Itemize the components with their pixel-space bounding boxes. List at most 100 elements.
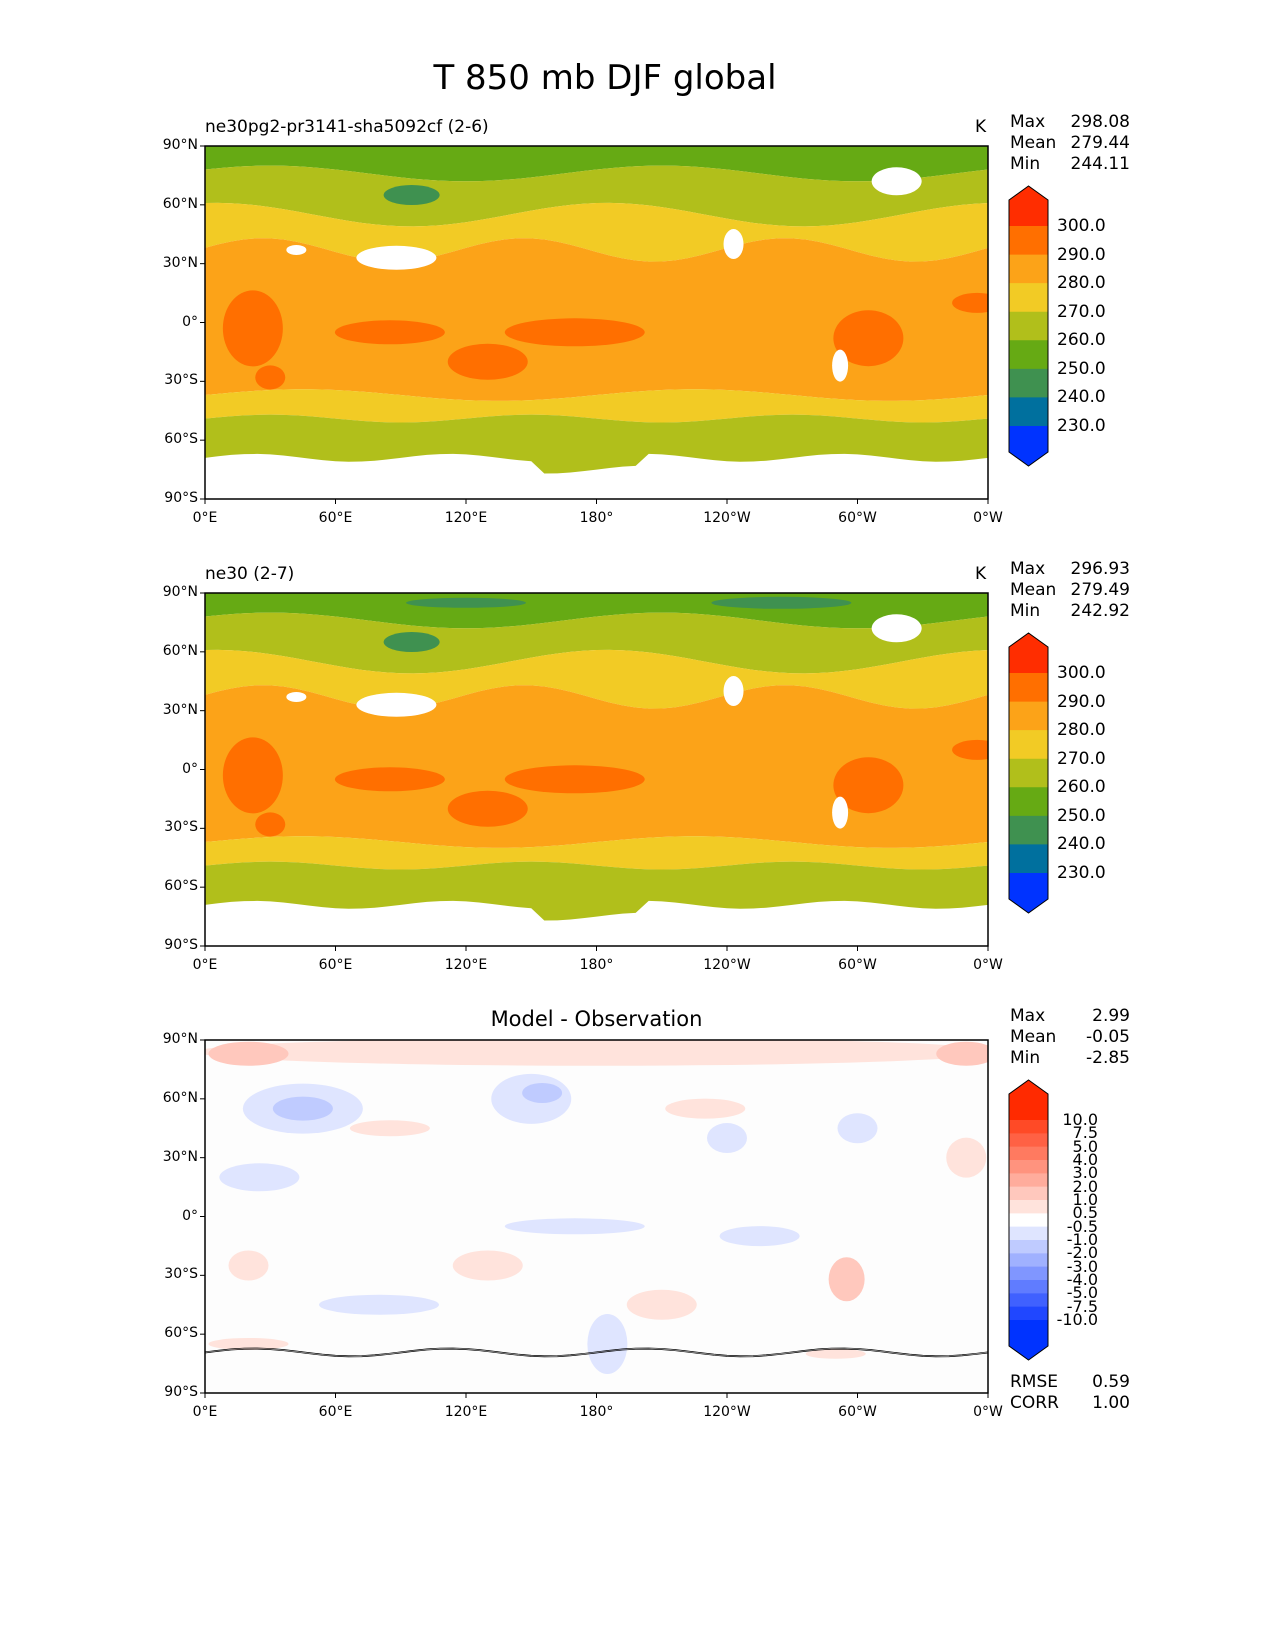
y-tick-label: 60°N <box>162 195 198 212</box>
negative-anomaly <box>219 1163 300 1192</box>
y-tick-label: 30°S <box>164 1266 198 1283</box>
colorbar-tick-label: 270.0 <box>1057 301 1106 322</box>
cold-region <box>383 185 440 206</box>
missing-data-region <box>286 691 307 702</box>
y-tick-label: 60°N <box>162 1089 198 1106</box>
positive-anomaly <box>626 1289 697 1320</box>
figure-title: T 850 mb DJF global <box>433 58 777 98</box>
colorbar-segment <box>1009 1293 1048 1308</box>
positive-anomaly <box>452 1250 523 1281</box>
colorbar-tick-label: 230.0 <box>1057 863 1106 883</box>
missing-data-region <box>832 796 849 829</box>
x-tick-label: 0°E <box>192 957 218 973</box>
missing-data-region <box>871 167 922 196</box>
stat-value-min: -2.85 <box>1086 1048 1130 1068</box>
y-tick-label: 30°S <box>164 819 198 836</box>
contour-band <box>205 612 988 674</box>
colorbar-segment <box>1009 368 1048 398</box>
x-tick-label: 120°E <box>444 510 488 526</box>
x-tick-label: 0°E <box>192 510 218 526</box>
stat-label-min: Min <box>1010 154 1041 174</box>
colorbar <box>1008 185 1049 467</box>
colorbar-segment <box>1009 701 1048 731</box>
colorbar-tick-label: -0.5 <box>1066 1216 1098 1236</box>
warm-region <box>447 790 528 827</box>
colorbar-tick-label: 260.0 <box>1057 330 1106 351</box>
antarctica-missing <box>205 453 988 499</box>
positive-anomaly <box>349 1120 430 1137</box>
stat-value-max: 2.99 <box>1092 1006 1130 1026</box>
negative-anomaly <box>587 1313 628 1374</box>
negative-anomaly <box>272 1096 333 1121</box>
contour-field <box>205 146 988 499</box>
colorbar-segment <box>1009 1146 1048 1161</box>
colorbar-outline <box>1008 632 1049 914</box>
warm-region <box>833 310 904 367</box>
warm-region <box>952 292 988 313</box>
x-tick-label: 60°E <box>318 510 353 526</box>
colorbar-segment <box>1009 1133 1048 1148</box>
colorbar-segment <box>1009 787 1048 817</box>
y-tick-label: 0° <box>182 760 198 777</box>
stat-label-min: Min <box>1010 1048 1041 1068</box>
warm-region <box>222 290 283 367</box>
colorbar-segment <box>1009 1160 1048 1174</box>
colorbar-segment <box>1009 1120 1048 1134</box>
stat-value-rmse: 0.59 <box>1092 1372 1130 1392</box>
panel-title: ne30pg2-pr3141-sha5092cf (2-6) <box>205 117 489 137</box>
x-tick-label: 0°W <box>973 510 1003 526</box>
colorbar-segment <box>1009 633 1048 673</box>
colorbar-segment <box>1009 1213 1048 1228</box>
colorbar-segment <box>1009 730 1048 760</box>
colorbar-segment <box>1009 1226 1048 1241</box>
colorbar-outline <box>1008 185 1049 467</box>
colorbar-segment <box>1009 340 1048 370</box>
colorbar-tick-label: 1.0 <box>1072 1190 1098 1209</box>
warm-region <box>952 739 988 760</box>
coastline <box>205 1347 988 1358</box>
positive-anomaly <box>805 1348 866 1359</box>
warm-region <box>334 767 445 792</box>
colorbar-tick-label: -4.0 <box>1066 1270 1098 1289</box>
x-tick-label: 120°E <box>444 957 488 973</box>
warm-region <box>334 320 445 345</box>
colorbar-tick-label: 4.0 <box>1072 1150 1098 1169</box>
contour-field <box>205 1040 988 1393</box>
cold-region <box>406 597 526 608</box>
x-tick-label: 60°E <box>318 1404 353 1420</box>
y-tick-label: 60°S <box>164 878 198 895</box>
contour-field <box>205 593 988 946</box>
colorbar-segment <box>1009 397 1048 427</box>
units-label: K <box>975 117 987 137</box>
y-tick-label: 30°S <box>164 372 198 389</box>
positive-anomaly <box>228 1250 269 1281</box>
colorbar-tick-label: 3.0 <box>1072 1163 1098 1183</box>
colorbar-tick-label: -2.0 <box>1066 1243 1098 1263</box>
positive-anomaly <box>205 1040 988 1066</box>
colorbar-tick-label: 250.0 <box>1057 805 1106 826</box>
x-tick-label: 120°W <box>703 957 751 973</box>
colorbar-segment <box>1009 673 1048 703</box>
x-tick-label: 120°W <box>703 1404 751 1420</box>
colorbar-segment <box>1009 1306 1048 1321</box>
y-tick-label: 90°N <box>162 584 198 600</box>
negative-anomaly <box>504 1218 645 1235</box>
stat-label-min: Min <box>1010 601 1041 621</box>
missing-data-region <box>723 676 744 707</box>
colorbar-tick-label: 290.0 <box>1057 691 1106 712</box>
colorbar-tick-label: 2.0 <box>1072 1176 1098 1196</box>
stat-label-max: Max <box>1010 112 1046 132</box>
colorbar-segment <box>1009 1200 1048 1214</box>
stat-value-mean: 279.49 <box>1070 580 1130 600</box>
y-tick-label: 90°N <box>162 1031 198 1047</box>
colorbar-segment <box>1009 426 1048 466</box>
stat-value-min: 242.92 <box>1070 601 1130 621</box>
x-tick-label: 60°W <box>838 957 877 973</box>
colorbar <box>1008 632 1049 914</box>
cold-region <box>711 596 852 609</box>
colorbar-tick-label: 300.0 <box>1057 663 1106 683</box>
x-tick-label: 180° <box>579 510 614 526</box>
stat-label-rmse: RMSE <box>1010 1372 1059 1392</box>
stat-label-mean: Mean <box>1010 580 1057 600</box>
